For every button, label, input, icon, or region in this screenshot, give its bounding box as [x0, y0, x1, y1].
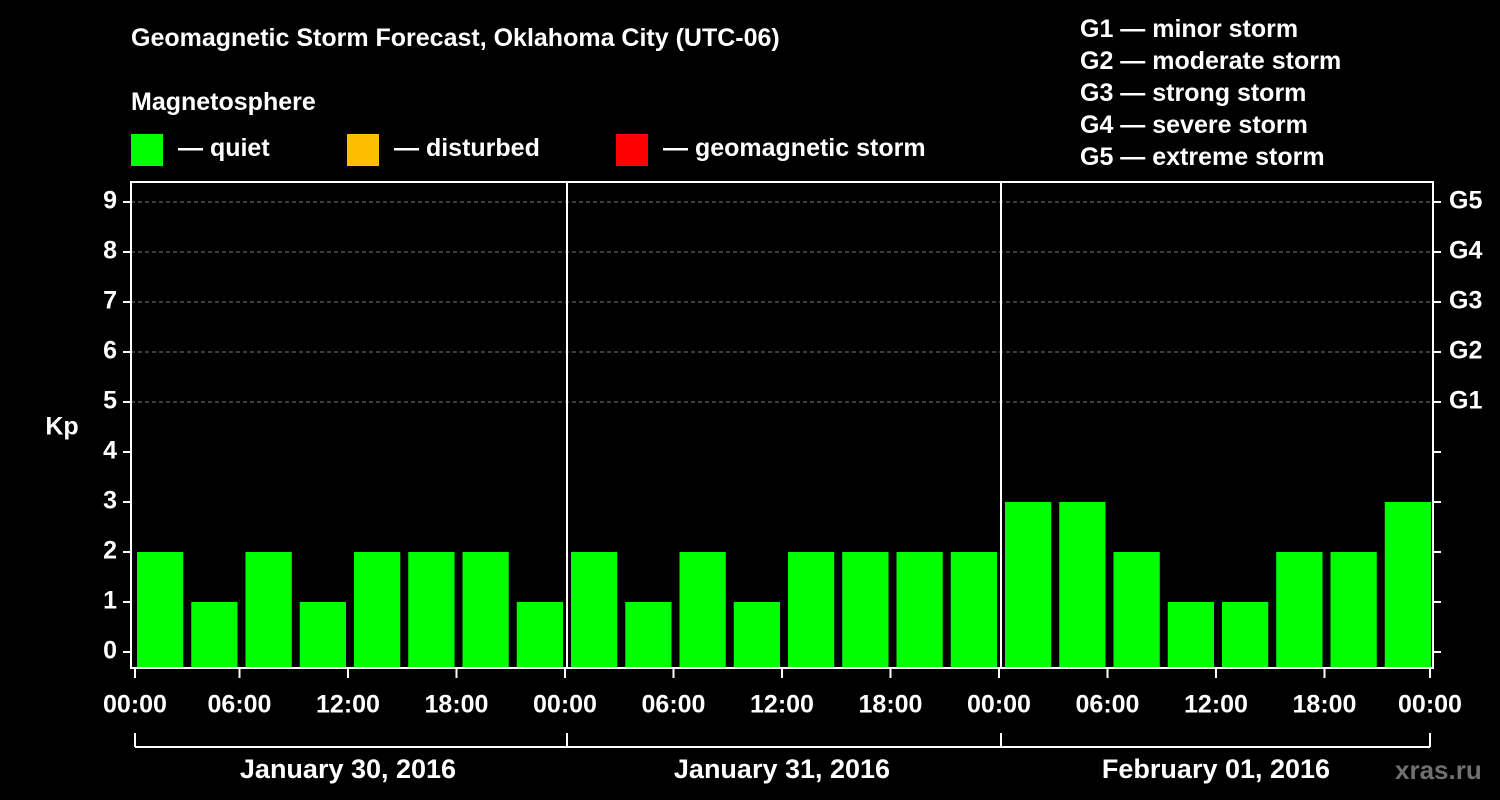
storm-level-g1: G1 — minor storm — [1080, 15, 1299, 43]
y-axis-label: Kp — [45, 413, 78, 441]
kp-bar — [191, 602, 238, 668]
kp-bar — [842, 552, 889, 668]
y-tick-label: 9 — [103, 187, 117, 215]
x-tick-label: 12:00 — [1184, 691, 1248, 719]
kp-bar — [1276, 552, 1323, 668]
plot-frame — [130, 181, 1434, 669]
storm-level-g5: G5 — extreme storm — [1080, 143, 1325, 171]
kp-bar — [733, 602, 780, 668]
kp-bar — [896, 552, 943, 668]
g-level-label: G5 — [1449, 187, 1482, 215]
kp-bar — [137, 552, 184, 668]
kp-bar — [516, 602, 563, 668]
legend-label-disturbed: — disturbed — [394, 134, 540, 162]
legend-swatch-storm — [616, 134, 648, 166]
y-tick-label: 5 — [103, 387, 117, 415]
x-tick-label: 18:00 — [1293, 691, 1357, 719]
y-tick-label: 8 — [103, 237, 117, 265]
kp-bar — [1113, 552, 1160, 668]
kp-bar — [679, 552, 726, 668]
kp-bar — [1330, 552, 1377, 668]
kp-bar — [299, 602, 346, 668]
watermark: xras.ru — [1395, 755, 1482, 785]
x-tick-label: 06:00 — [642, 691, 706, 719]
x-tick-label: 00:00 — [533, 691, 597, 719]
kp-bar — [1384, 502, 1431, 668]
day-label: January 31, 2016 — [674, 754, 890, 784]
y-tick-label: 0 — [103, 637, 117, 665]
y-tick-label: 2 — [103, 537, 117, 565]
g-level-label: G2 — [1449, 337, 1482, 365]
kp-bar — [1005, 502, 1052, 668]
g-level-label: G1 — [1449, 387, 1482, 415]
y-tick-label: 6 — [103, 337, 117, 365]
kp-bar — [625, 602, 672, 668]
x-tick-label: 00:00 — [1398, 691, 1462, 719]
x-tick-label: 18:00 — [859, 691, 923, 719]
day-label: January 30, 2016 — [240, 754, 456, 784]
kp-bar — [1222, 602, 1269, 668]
y-tick-label: 4 — [103, 437, 117, 465]
x-tick-label: 00:00 — [103, 691, 167, 719]
storm-level-g4: G4 — severe storm — [1080, 111, 1308, 139]
x-tick-label: 06:00 — [208, 691, 272, 719]
legend-swatch-quiet — [131, 134, 163, 166]
storm-level-g3: G3 — strong storm — [1080, 79, 1307, 107]
kp-bar — [462, 552, 509, 668]
storm-level-g2: G2 — moderate storm — [1080, 47, 1342, 75]
chart-title: Geomagnetic Storm Forecast, Oklahoma Cit… — [131, 24, 780, 52]
magnetosphere-title: Magnetosphere — [131, 88, 316, 116]
x-tick-label: 12:00 — [316, 691, 380, 719]
legend-label-quiet: — quiet — [178, 134, 270, 162]
x-tick-label: 06:00 — [1076, 691, 1140, 719]
kp-bar — [1059, 502, 1106, 668]
legend-label-storm: — geomagnetic storm — [663, 134, 926, 162]
legend-swatch-disturbed — [347, 134, 379, 166]
y-tick-label: 7 — [103, 287, 117, 315]
x-tick-label: 00:00 — [967, 691, 1031, 719]
kp-bar — [245, 552, 292, 668]
y-tick-label: 1 — [103, 587, 117, 615]
x-tick-label: 18:00 — [425, 691, 489, 719]
g-level-label: G4 — [1449, 237, 1482, 265]
y-tick-label: 3 — [103, 487, 117, 515]
g-level-label: G3 — [1449, 287, 1482, 315]
kp-bar — [408, 552, 455, 668]
kp-bar — [354, 552, 401, 668]
kp-bar — [788, 552, 835, 668]
day-label: February 01, 2016 — [1102, 754, 1330, 784]
x-tick-label: 12:00 — [750, 691, 814, 719]
kp-bar — [950, 552, 997, 668]
kp-bar — [571, 552, 618, 668]
kp-bar — [1167, 602, 1214, 668]
